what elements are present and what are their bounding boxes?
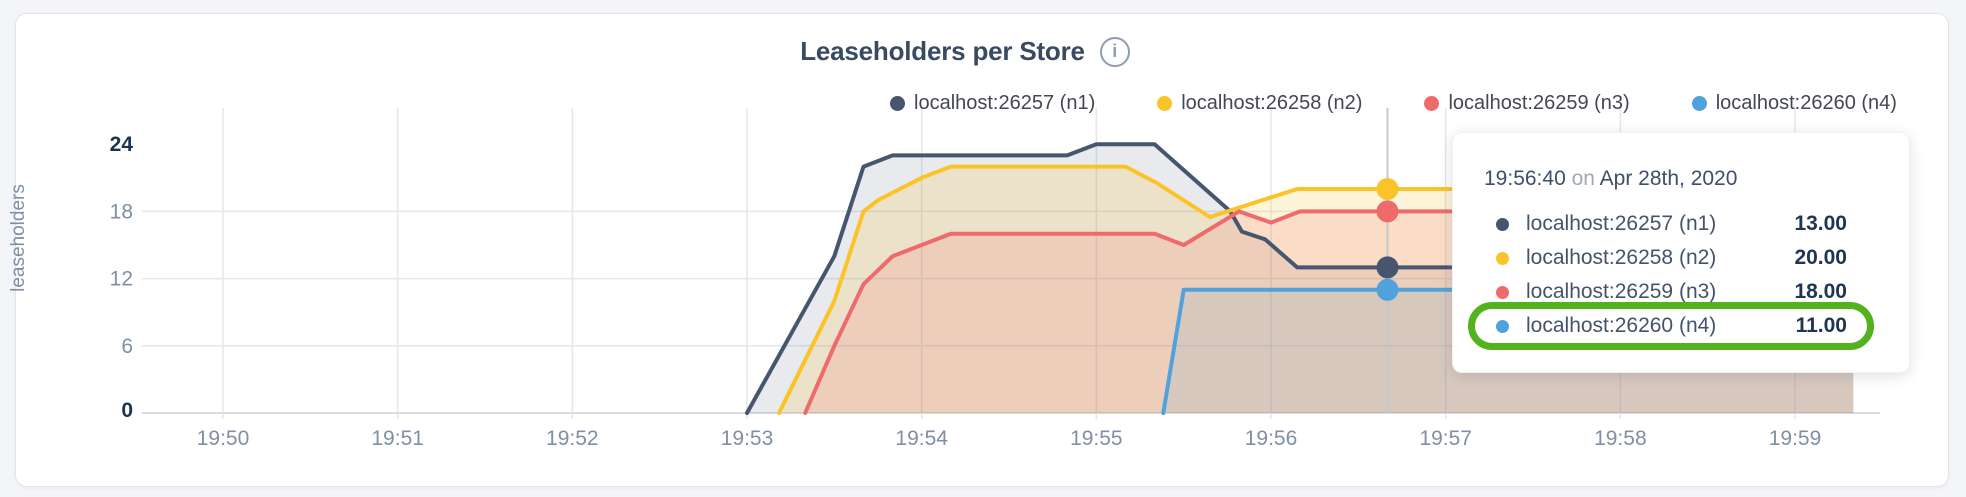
info-icon[interactable]: i xyxy=(1099,36,1130,67)
tooltip-series-dot-icon xyxy=(1496,319,1509,333)
y-axis-label: leaseholders xyxy=(8,184,29,292)
y-tick-label: 6 xyxy=(121,335,133,358)
hover-dots xyxy=(1376,178,1399,301)
series-line-n3 xyxy=(803,209,1856,415)
tooltip-series-value: 13.00 xyxy=(1794,212,1847,235)
tooltip-row-n3: localhost:26259 (n3) 18.00 xyxy=(1496,280,1847,303)
legend-item-label: localhost:26260 (n4) xyxy=(1715,92,1897,114)
tooltip-date: Apr 28th, 2020 xyxy=(1599,167,1738,190)
tooltip-series-value: 20.00 xyxy=(1794,246,1847,269)
legend-item-label: localhost:26258 (n2) xyxy=(1181,92,1363,114)
tooltip-series-value: 18.00 xyxy=(1794,280,1847,303)
tooltip-series-label: localhost:26259 (n3) xyxy=(1526,280,1717,303)
tooltip-row-n4: localhost:26260 (n4) 11.00 xyxy=(1496,314,1847,337)
x-tick-label: 19:53 xyxy=(721,427,774,450)
tooltip-series-dot-icon xyxy=(1496,251,1509,265)
x-tick-label: 19:51 xyxy=(371,427,424,450)
x-tick-label: 19:54 xyxy=(895,427,948,450)
hover-dot-n2 xyxy=(1376,178,1399,200)
x-tick-label: 19:57 xyxy=(1419,427,1472,450)
legend-dot-icon xyxy=(1157,96,1173,111)
annotation-highlight-ring xyxy=(1468,302,1874,350)
legend-item-n2[interactable]: localhost:26258 (n2) xyxy=(1157,92,1362,115)
chart-header: Leaseholders per Store i xyxy=(600,36,1330,67)
tooltip-row-n2: localhost:26258 (n2) 20.00 xyxy=(1496,246,1847,269)
tooltip-row-n1: localhost:26257 (n1) 13.00 xyxy=(1496,212,1847,235)
series-line-n1 xyxy=(745,142,1856,415)
x-tick-label: 19:52 xyxy=(546,427,599,450)
y-tick-label: 18 xyxy=(110,200,133,223)
tooltip-rows: localhost:26257 (n1) 13.00 localhost:26258… xyxy=(1496,212,1847,337)
x-tick-label: 19:50 xyxy=(197,427,250,450)
x-tick-label: 19:56 xyxy=(1245,427,1298,450)
legend-item-n1[interactable]: localhost:26257 (n1) xyxy=(890,92,1095,115)
series-line-n2 xyxy=(777,164,1856,415)
x-tick-label: 19:59 xyxy=(1769,427,1822,450)
y-tick-label: 0 xyxy=(121,399,133,422)
hover-dot-n3 xyxy=(1376,200,1399,223)
y-tick-label: 12 xyxy=(110,268,133,291)
legend: localhost:26257 (n1) localhost:26258 (n2)… xyxy=(890,92,1897,115)
tooltip-timestamp: 19:56:40 on Apr 28th, 2020 xyxy=(1484,167,1909,191)
legend-item-label: localhost:26259 (n3) xyxy=(1448,92,1630,114)
tooltip-time: 19:56:40 xyxy=(1484,167,1566,190)
tooltip-series-value: 11.00 xyxy=(1795,314,1847,337)
axis-tick-labels: 19:50 19:51 19:52 19:53 19:54 19:55 19:56 19:57… xyxy=(110,133,1822,450)
x-tick-label: 19:55 xyxy=(1070,427,1123,450)
legend-item-n4[interactable]: localhost:26260 (n4) xyxy=(1691,92,1897,115)
tooltip-series-label: localhost:26257 (n1) xyxy=(1526,212,1717,235)
y-tick-label: 24 xyxy=(110,133,134,156)
tooltip-connector: on xyxy=(1571,167,1595,190)
x-tick-label: 19:58 xyxy=(1594,427,1647,450)
hover-dot-n1 xyxy=(1376,256,1399,279)
hover-dot-n4 xyxy=(1376,278,1399,301)
tooltip-series-dot-icon xyxy=(1496,217,1509,231)
tooltip-series-label: localhost:26260 (n4) xyxy=(1526,314,1717,337)
tooltip-series-label: localhost:26258 (n2) xyxy=(1526,246,1717,269)
hover-tooltip: 19:56:40 on Apr 28th, 2020 localhost:262… xyxy=(1452,132,1910,373)
tooltip-series-dot-icon xyxy=(1496,285,1509,299)
legend-dot-icon xyxy=(1691,96,1707,111)
legend-item-n3[interactable]: localhost:26259 (n3) xyxy=(1424,92,1630,115)
chart-title: Leaseholders per Store xyxy=(800,36,1085,66)
legend-item-label: localhost:26257 (n1) xyxy=(914,92,1096,114)
legend-dot-icon xyxy=(890,96,905,111)
legend-dot-icon xyxy=(1424,96,1440,111)
